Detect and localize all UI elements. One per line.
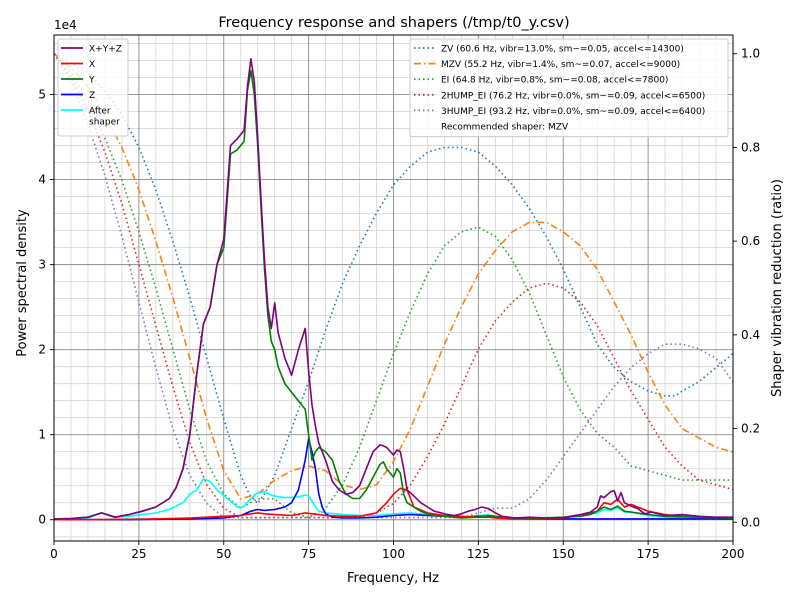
legend-shapers: ZV (60.6 Hz, vibr=13.0%, sm~=0.05, accel… [409,38,729,138]
legend-label: 2HUMP_EI (76.2 Hz, vibr=0.0%, sm~=0.09, … [441,91,705,101]
legend-label: After shaper [89,107,120,128]
x-axis: 0 25 50 75 100 125 150 175 200 [50,541,744,561]
y2-tick-label: 0.6 [741,234,760,248]
y-tick-label: 4 [38,173,46,187]
chart-title: Frequency response and shapers (/tmp/t0_… [218,15,569,31]
y-tick-label: 1 [38,428,46,442]
recommended-shaper-text: Recommended shaper: MZV [441,123,569,133]
y2-tick-label: 0.0 [741,515,760,529]
shaper-curves [54,52,733,519]
y-tick-label: 2 [38,343,46,357]
legend-label: MZV (55.2 Hz, vibr=1.4%, sm~=0.07, accel… [441,60,680,70]
legend-label: ZV (60.6 Hz, vibr=13.0%, sm~=0.05, accel… [441,45,684,55]
legend-label: X [89,60,95,70]
y2-axis-label: Shaper vibration reduction (ratio) [770,179,785,397]
x-tick-label: 25 [131,547,146,561]
x-tick-label: 200 [722,547,745,561]
y-axis-left: 0 1 2 3 4 5 [38,88,54,527]
x-axis-label: Frequency, Hz [347,571,439,586]
y-tick-label: 0 [38,513,46,527]
y-tick-label: 5 [38,88,46,102]
shaper-line-1 [54,53,733,500]
y2-tick-label: 1.0 [741,47,760,61]
legend-shapers-box [409,38,729,138]
y2-tick-label: 0.4 [741,328,760,342]
y-axis-label: Power spectral density [15,209,30,357]
x-tick-label: 75 [301,547,316,561]
y-tick-label: 3 [38,258,46,272]
x-tick-label: 0 [50,547,58,561]
legend-label: EI (64.8 Hz, vibr=0.8%, sm~=0.08, accel<… [441,76,668,86]
legend-label: Z [89,91,95,101]
shaper-line-3 [54,53,733,519]
legend-label: Y [88,76,95,86]
psd-line-0 [54,58,733,520]
x-tick-label: 175 [637,547,660,561]
y-axis-right: 0.0 0.2 0.4 0.6 0.8 1.0 [733,47,760,529]
legend-label: X+Y+Z [89,45,122,55]
legend-psd: X+Y+Z XYZ After shaper [57,38,129,137]
x-tick-label: 100 [382,547,405,561]
legend-label: 3HUMP_EI (93.2 Hz, vibr=0.0%, sm~=0.09, … [441,107,705,117]
psd-curves [54,58,733,521]
y2-tick-label: 0.8 [741,140,760,154]
y-offset-label: 1e4 [54,18,77,32]
x-tick-label: 125 [467,547,490,561]
x-tick-label: 50 [216,547,231,561]
x-tick-label: 150 [552,547,575,561]
y2-tick-label: 0.2 [741,422,760,436]
